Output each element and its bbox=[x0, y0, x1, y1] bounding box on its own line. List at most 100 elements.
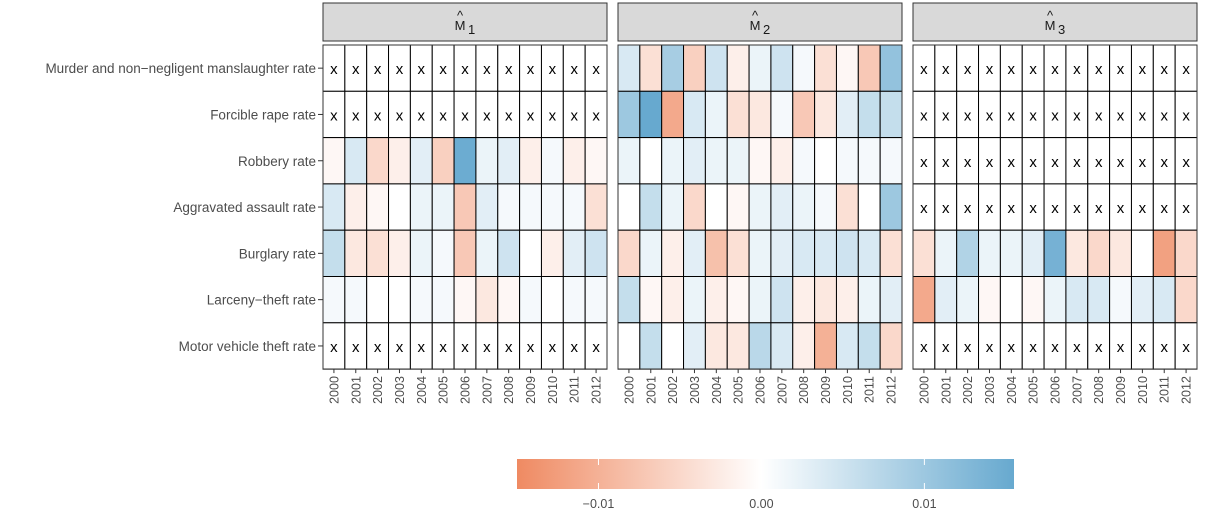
missing-marker: x bbox=[1029, 61, 1037, 78]
heatmap-cell bbox=[770, 137, 794, 185]
heatmap-cell bbox=[584, 229, 608, 277]
heatmap-cell bbox=[661, 137, 685, 185]
heatmap-cell bbox=[683, 44, 706, 92]
year-label: 2006 bbox=[1049, 376, 1063, 404]
panel-title-subscript: 2 bbox=[763, 22, 770, 37]
missing-marker: x bbox=[1051, 107, 1059, 124]
heatmap-cell bbox=[792, 229, 816, 277]
panel-3: M^3x x x x x x x x x x x x xx x x x x x x x x x x x xx x x x x x x x x x x… bbox=[912, 2, 1198, 404]
missing-marker: x bbox=[964, 339, 972, 356]
colorbar-tick-label: 0.01 bbox=[912, 497, 936, 511]
heatmap-cell bbox=[792, 322, 816, 370]
heatmap-cell bbox=[497, 137, 521, 185]
heatmap-cell bbox=[814, 90, 837, 139]
missing-marker: x bbox=[374, 339, 382, 356]
heatmap-cell bbox=[497, 183, 521, 231]
missing-marker: x bbox=[986, 339, 994, 356]
heatmap-cell bbox=[475, 183, 499, 231]
heatmap-cell bbox=[814, 137, 837, 185]
year-label: 2012 bbox=[1180, 376, 1194, 404]
missing-marker: x bbox=[920, 61, 928, 78]
missing-marker: x bbox=[1008, 200, 1016, 217]
missing-marker: x bbox=[1073, 200, 1081, 217]
heatmap-cell bbox=[792, 183, 816, 231]
year-label: 2001 bbox=[644, 376, 658, 404]
missing-marker: x bbox=[570, 339, 578, 356]
heatmap-cell bbox=[879, 229, 903, 277]
heatmap-cell bbox=[748, 322, 772, 370]
missing-marker: x bbox=[942, 107, 950, 124]
panel-title-symbol: M bbox=[455, 18, 466, 33]
heatmap-cell bbox=[835, 229, 859, 277]
panel-title-subscript: 1 bbox=[468, 22, 475, 37]
heatmap-cell bbox=[814, 44, 837, 92]
colorbar-tick-label: −0.01 bbox=[583, 497, 615, 511]
heatmap-cell bbox=[1130, 276, 1154, 324]
heatmap-cell bbox=[1065, 229, 1089, 277]
heatmap-cell bbox=[617, 183, 641, 231]
missing-marker: x bbox=[920, 200, 928, 217]
year-label: 2003 bbox=[393, 376, 407, 404]
heatmap-cell bbox=[770, 229, 794, 277]
heatmap-cell bbox=[814, 276, 837, 324]
panel-title-subscript: 3 bbox=[1058, 22, 1065, 37]
missing-marker: x bbox=[1073, 107, 1081, 124]
year-label: 2008 bbox=[1092, 376, 1106, 404]
heatmap-cell bbox=[322, 229, 346, 277]
missing-marker: x bbox=[439, 339, 447, 356]
missing-marker: x bbox=[964, 200, 972, 217]
heatmap-cell bbox=[431, 276, 455, 324]
missing-marker: x bbox=[942, 200, 950, 217]
heatmap-cell bbox=[639, 276, 663, 324]
heatmap-cell bbox=[322, 276, 346, 324]
heatmap-cell bbox=[519, 229, 542, 277]
heatmap-cell bbox=[726, 322, 750, 370]
missing-marker: x bbox=[1095, 61, 1103, 78]
year-label: 2005 bbox=[1027, 376, 1041, 404]
missing-marker: x bbox=[1182, 107, 1190, 124]
year-label: 2009 bbox=[819, 376, 833, 404]
heatmap-cell bbox=[388, 229, 411, 277]
heatmap-cell bbox=[934, 276, 958, 324]
heatmap-cell bbox=[857, 137, 881, 185]
row-label: Motor vehicle theft rate bbox=[179, 339, 316, 354]
panel-2: M^ 2 2000 2001 2002 2003 2004 2005 2006 2007 2008 2… bbox=[617, 2, 903, 404]
missing-marker: x bbox=[1095, 107, 1103, 124]
year-label: 2012 bbox=[590, 376, 604, 404]
missing-marker: x bbox=[1182, 339, 1190, 356]
row-label: Robbery rate bbox=[238, 154, 316, 169]
heatmap-cell bbox=[1174, 276, 1198, 324]
missing-marker: x bbox=[549, 107, 557, 124]
heatmap-cell bbox=[770, 322, 794, 370]
year-label: 2005 bbox=[732, 376, 746, 404]
row-label: Larceny−theft rate bbox=[207, 293, 316, 308]
year-label: 2008 bbox=[502, 376, 516, 404]
heatmap-cell bbox=[639, 137, 663, 185]
heatmap-cell bbox=[704, 44, 728, 92]
heatmap-cell bbox=[835, 322, 859, 370]
heatmap-cell bbox=[366, 183, 390, 231]
missing-marker: x bbox=[964, 61, 972, 78]
panel-title-hat: ^ bbox=[457, 8, 464, 23]
year-label: 2012 bbox=[885, 376, 899, 404]
heatmap-cell bbox=[835, 44, 859, 92]
heatmap-cell bbox=[1087, 229, 1111, 277]
missing-marker: x bbox=[1139, 339, 1147, 356]
heatmap-cell bbox=[388, 183, 411, 231]
panel-strip bbox=[322, 2, 608, 42]
heatmap-cell bbox=[388, 276, 411, 324]
heatmap-cell bbox=[617, 322, 641, 370]
heatmap-cell bbox=[748, 137, 772, 185]
heatmap-cell bbox=[475, 229, 499, 277]
heatmap-cell bbox=[912, 276, 936, 324]
heatmap-cell bbox=[1130, 229, 1154, 277]
missing-marker: x bbox=[1073, 61, 1081, 78]
heatmap-cell bbox=[704, 90, 728, 139]
heatmap-cell bbox=[617, 229, 641, 277]
heatmap-cell bbox=[409, 229, 433, 277]
heatmap-cell bbox=[584, 137, 608, 185]
year-label: 2004 bbox=[1005, 376, 1019, 404]
missing-marker: x bbox=[592, 61, 600, 78]
missing-marker: x bbox=[418, 107, 426, 124]
year-label: 2010 bbox=[546, 376, 560, 404]
